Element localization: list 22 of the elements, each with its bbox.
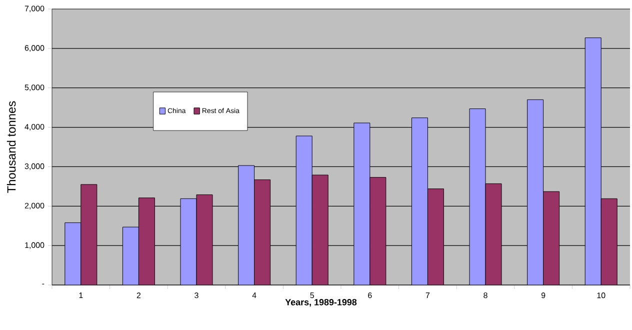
bar (527, 99, 544, 285)
bar (600, 198, 618, 285)
bar (427, 188, 444, 285)
bar (312, 174, 328, 285)
bar (584, 38, 602, 285)
bar (543, 191, 560, 285)
bar (254, 179, 271, 285)
bar (411, 118, 428, 285)
bar (122, 226, 139, 285)
bar (485, 183, 502, 285)
bar (80, 184, 98, 285)
bar (238, 165, 255, 285)
bar (296, 136, 312, 285)
bar (354, 122, 370, 285)
bar (370, 177, 386, 285)
bar (180, 198, 197, 285)
bar (469, 108, 486, 285)
y-axis-title: Thousand tonnes (6, 101, 16, 193)
x-axis-title: Years, 1989-1998 (285, 299, 357, 307)
bar (196, 194, 213, 285)
bar (64, 222, 82, 285)
bar (138, 198, 155, 285)
